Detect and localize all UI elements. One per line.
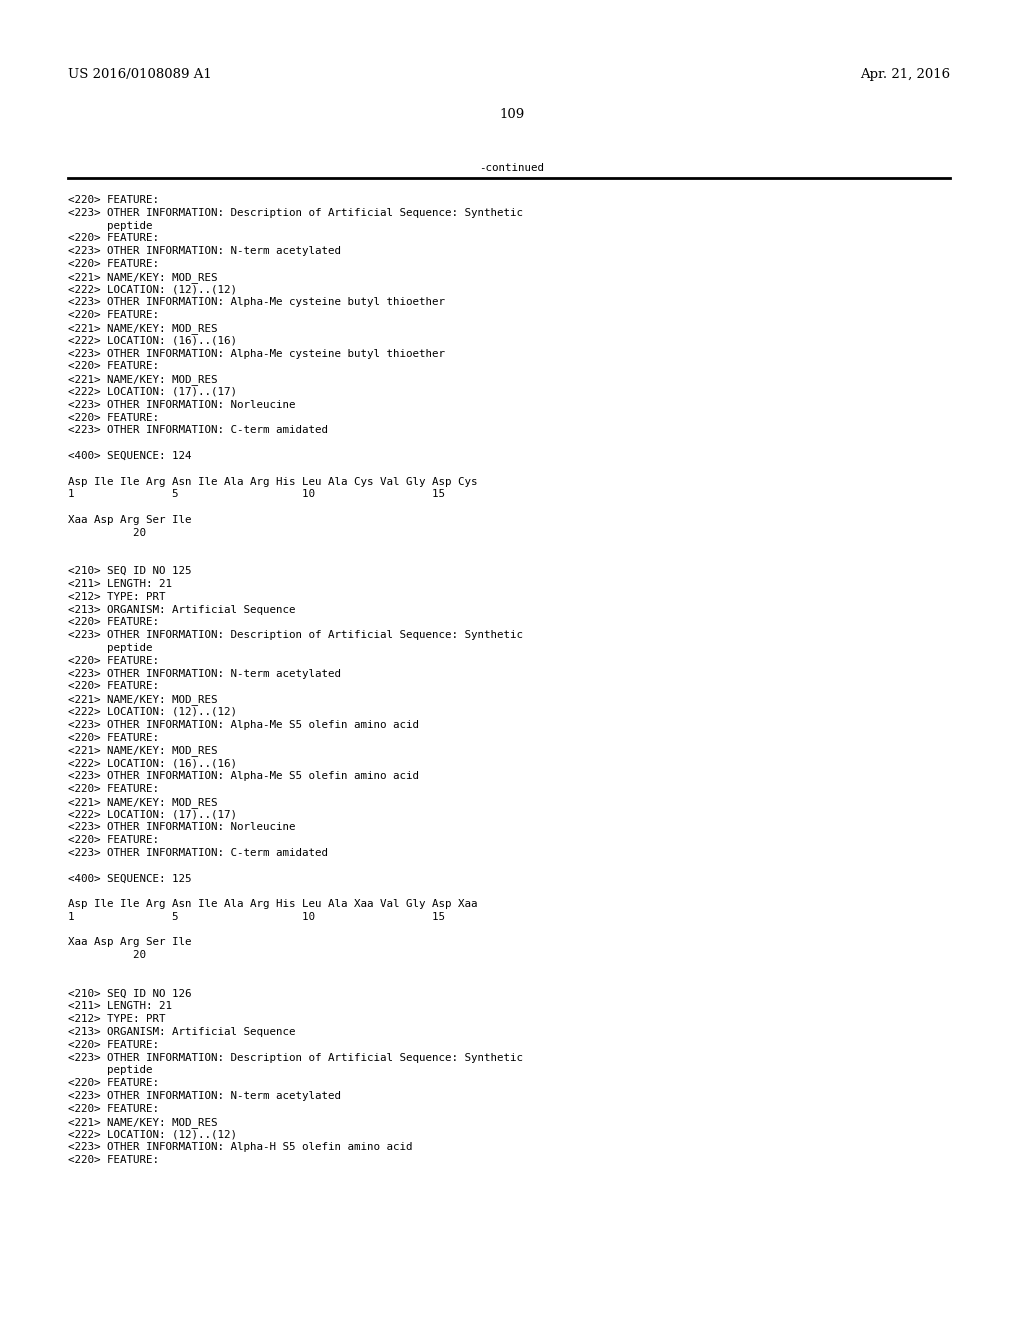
Text: <223> OTHER INFORMATION: Description of Artificial Sequence: Synthetic: <223> OTHER INFORMATION: Description of … bbox=[68, 1052, 523, 1063]
Text: <222> LOCATION: (12)..(12): <222> LOCATION: (12)..(12) bbox=[68, 285, 237, 294]
Text: Apr. 21, 2016: Apr. 21, 2016 bbox=[860, 69, 950, 81]
Text: peptide: peptide bbox=[68, 1065, 153, 1076]
Text: <211> LENGTH: 21: <211> LENGTH: 21 bbox=[68, 579, 172, 589]
Text: <211> LENGTH: 21: <211> LENGTH: 21 bbox=[68, 1002, 172, 1011]
Text: <220> FEATURE:: <220> FEATURE: bbox=[68, 784, 159, 793]
Text: <223> OTHER INFORMATION: Norleucine: <223> OTHER INFORMATION: Norleucine bbox=[68, 400, 296, 409]
Text: 1               5                   10                  15: 1 5 10 15 bbox=[68, 490, 445, 499]
Text: <221> NAME/KEY: MOD_RES: <221> NAME/KEY: MOD_RES bbox=[68, 796, 217, 808]
Text: <223> OTHER INFORMATION: N-term acetylated: <223> OTHER INFORMATION: N-term acetylat… bbox=[68, 1092, 341, 1101]
Text: <223> OTHER INFORMATION: N-term acetylated: <223> OTHER INFORMATION: N-term acetylat… bbox=[68, 247, 341, 256]
Text: <220> FEATURE:: <220> FEATURE: bbox=[68, 259, 159, 269]
Text: <221> NAME/KEY: MOD_RES: <221> NAME/KEY: MOD_RES bbox=[68, 374, 217, 385]
Text: <220> FEATURE:: <220> FEATURE: bbox=[68, 733, 159, 743]
Text: Asp Ile Ile Arg Asn Ile Ala Arg His Leu Ala Cys Val Gly Asp Cys: Asp Ile Ile Arg Asn Ile Ala Arg His Leu … bbox=[68, 477, 477, 487]
Text: <220> FEATURE:: <220> FEATURE: bbox=[68, 413, 159, 422]
Text: peptide: peptide bbox=[68, 220, 153, 231]
Text: <223> OTHER INFORMATION: Alpha-Me S5 olefin amino acid: <223> OTHER INFORMATION: Alpha-Me S5 ole… bbox=[68, 719, 419, 730]
Text: <400> SEQUENCE: 125: <400> SEQUENCE: 125 bbox=[68, 874, 191, 883]
Text: 1               5                   10                  15: 1 5 10 15 bbox=[68, 912, 445, 921]
Text: <223> OTHER INFORMATION: Description of Artificial Sequence: Synthetic: <223> OTHER INFORMATION: Description of … bbox=[68, 207, 523, 218]
Text: <221> NAME/KEY: MOD_RES: <221> NAME/KEY: MOD_RES bbox=[68, 694, 217, 705]
Text: <222> LOCATION: (16)..(16): <222> LOCATION: (16)..(16) bbox=[68, 758, 237, 768]
Text: <223> OTHER INFORMATION: C-term amidated: <223> OTHER INFORMATION: C-term amidated bbox=[68, 847, 328, 858]
Text: <222> LOCATION: (17)..(17): <222> LOCATION: (17)..(17) bbox=[68, 809, 237, 820]
Text: <400> SEQUENCE: 124: <400> SEQUENCE: 124 bbox=[68, 451, 191, 461]
Text: <223> OTHER INFORMATION: Description of Artificial Sequence: Synthetic: <223> OTHER INFORMATION: Description of … bbox=[68, 630, 523, 640]
Text: peptide: peptide bbox=[68, 643, 153, 653]
Text: <213> ORGANISM: Artificial Sequence: <213> ORGANISM: Artificial Sequence bbox=[68, 605, 296, 615]
Text: <210> SEQ ID NO 126: <210> SEQ ID NO 126 bbox=[68, 989, 191, 999]
Text: <220> FEATURE:: <220> FEATURE: bbox=[68, 310, 159, 321]
Text: -continued: -continued bbox=[479, 162, 545, 173]
Text: <220> FEATURE:: <220> FEATURE: bbox=[68, 1155, 159, 1166]
Text: <220> FEATURE:: <220> FEATURE: bbox=[68, 1078, 159, 1088]
Text: <223> OTHER INFORMATION: C-term amidated: <223> OTHER INFORMATION: C-term amidated bbox=[68, 425, 328, 436]
Text: <220> FEATURE:: <220> FEATURE: bbox=[68, 618, 159, 627]
Text: <223> OTHER INFORMATION: Norleucine: <223> OTHER INFORMATION: Norleucine bbox=[68, 822, 296, 832]
Text: <210> SEQ ID NO 125: <210> SEQ ID NO 125 bbox=[68, 566, 191, 577]
Text: <223> OTHER INFORMATION: N-term acetylated: <223> OTHER INFORMATION: N-term acetylat… bbox=[68, 669, 341, 678]
Text: <221> NAME/KEY: MOD_RES: <221> NAME/KEY: MOD_RES bbox=[68, 272, 217, 282]
Text: US 2016/0108089 A1: US 2016/0108089 A1 bbox=[68, 69, 212, 81]
Text: <222> LOCATION: (12)..(12): <222> LOCATION: (12)..(12) bbox=[68, 1130, 237, 1139]
Text: <221> NAME/KEY: MOD_RES: <221> NAME/KEY: MOD_RES bbox=[68, 746, 217, 756]
Text: <213> ORGANISM: Artificial Sequence: <213> ORGANISM: Artificial Sequence bbox=[68, 1027, 296, 1038]
Text: 20: 20 bbox=[68, 528, 146, 537]
Text: <223> OTHER INFORMATION: Alpha-Me cysteine butyl thioether: <223> OTHER INFORMATION: Alpha-Me cystei… bbox=[68, 348, 445, 359]
Text: 109: 109 bbox=[500, 108, 524, 121]
Text: <220> FEATURE:: <220> FEATURE: bbox=[68, 681, 159, 692]
Text: <212> TYPE: PRT: <212> TYPE: PRT bbox=[68, 591, 166, 602]
Text: <220> FEATURE:: <220> FEATURE: bbox=[68, 1104, 159, 1114]
Text: <221> NAME/KEY: MOD_RES: <221> NAME/KEY: MOD_RES bbox=[68, 323, 217, 334]
Text: Xaa Asp Arg Ser Ile: Xaa Asp Arg Ser Ile bbox=[68, 937, 191, 948]
Text: <220> FEATURE:: <220> FEATURE: bbox=[68, 234, 159, 243]
Text: <222> LOCATION: (16)..(16): <222> LOCATION: (16)..(16) bbox=[68, 335, 237, 346]
Text: <220> FEATURE:: <220> FEATURE: bbox=[68, 362, 159, 371]
Text: <223> OTHER INFORMATION: Alpha-Me S5 olefin amino acid: <223> OTHER INFORMATION: Alpha-Me S5 ole… bbox=[68, 771, 419, 781]
Text: Xaa Asp Arg Ser Ile: Xaa Asp Arg Ser Ile bbox=[68, 515, 191, 525]
Text: 20: 20 bbox=[68, 950, 146, 960]
Text: <220> FEATURE:: <220> FEATURE: bbox=[68, 195, 159, 205]
Text: <220> FEATURE:: <220> FEATURE: bbox=[68, 1040, 159, 1049]
Text: Asp Ile Ile Arg Asn Ile Ala Arg His Leu Ala Xaa Val Gly Asp Xaa: Asp Ile Ile Arg Asn Ile Ala Arg His Leu … bbox=[68, 899, 477, 909]
Text: <212> TYPE: PRT: <212> TYPE: PRT bbox=[68, 1014, 166, 1024]
Text: <222> LOCATION: (12)..(12): <222> LOCATION: (12)..(12) bbox=[68, 708, 237, 717]
Text: <221> NAME/KEY: MOD_RES: <221> NAME/KEY: MOD_RES bbox=[68, 1117, 217, 1127]
Text: <220> FEATURE:: <220> FEATURE: bbox=[68, 836, 159, 845]
Text: <222> LOCATION: (17)..(17): <222> LOCATION: (17)..(17) bbox=[68, 387, 237, 397]
Text: <223> OTHER INFORMATION: Alpha-Me cysteine butyl thioether: <223> OTHER INFORMATION: Alpha-Me cystei… bbox=[68, 297, 445, 308]
Text: <223> OTHER INFORMATION: Alpha-H S5 olefin amino acid: <223> OTHER INFORMATION: Alpha-H S5 olef… bbox=[68, 1142, 413, 1152]
Text: <220> FEATURE:: <220> FEATURE: bbox=[68, 656, 159, 665]
